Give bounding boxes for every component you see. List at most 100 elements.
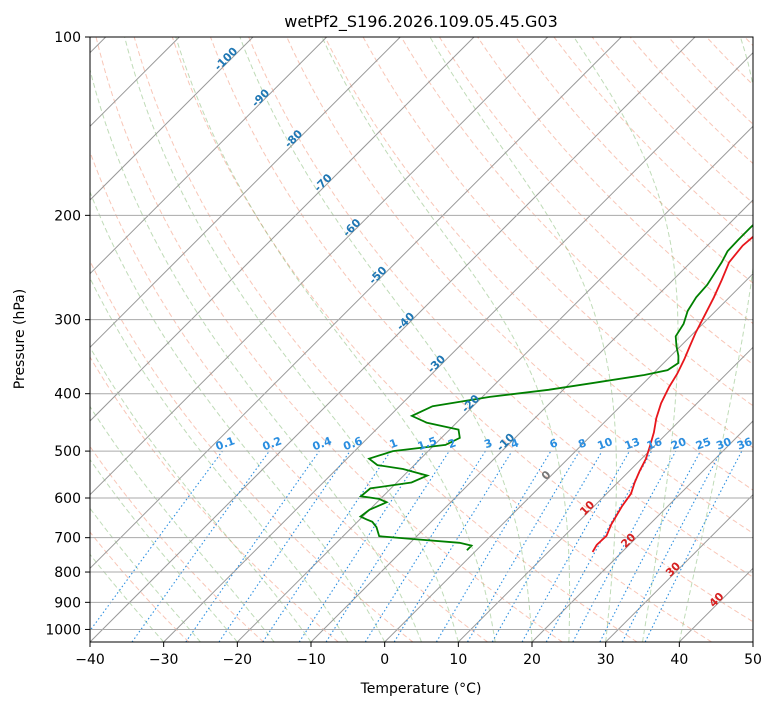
x-tick-label: 40 [670,652,688,668]
chart-title: wetPf2_S196.2026.109.05.45.G03 [284,12,558,32]
isotherm-line [90,37,622,570]
y-tick-label: 900 [54,595,81,611]
mixing-ratio-line [90,450,223,632]
mixing-ratio-label: 0.6 [342,434,365,453]
x-axis: −40 −30 −20 −10 0 10 20 30 40 50 [75,642,762,668]
mixing-ratio-line [218,450,351,642]
y-tick-label: 800 [54,565,81,581]
moist-adiabat-line [90,67,422,642]
mixing-ratio-label: 10 [596,435,615,453]
y-tick-label: 500 [54,444,81,460]
mixing-ratio-label: 13 [623,435,642,452]
y-tick-label: 400 [54,387,81,403]
dry-adiabat-line [210,37,753,623]
x-tick-label: −40 [75,652,105,668]
x-tick-label: 30 [597,652,615,668]
dry-adiabat-line [90,445,264,642]
mixing-ratio-labels: 0.1 0.2 0.4 0.6 1 1.5 2 3 4 6 8 10 13 16 20 25 30 36 [214,434,754,453]
mixing-ratio-label: 1.5 [416,434,439,453]
dry-adiabat-line [438,37,753,366]
dewpoint-profile-line [358,223,753,551]
pressure-grid [90,37,753,630]
y-tick-label: 700 [54,531,81,547]
mixing-ratio-line [393,450,513,642]
isotherm-line [90,37,696,642]
mixing-ratio-label: 30 [714,435,733,453]
dry-adiabat-line [95,37,563,642]
x-tick-label: 10 [449,652,467,668]
dry-adiabat-line [248,37,753,578]
plot-frame [89,36,754,643]
y-tick-label: 100 [54,30,81,46]
mixing-ratio-label: 3 [482,436,494,451]
y-axis: 1000 900 800 700 600 500 400 300 200 100 [45,30,90,638]
mixing-ratio-label: 20 [669,435,688,453]
moist-adiabat-line [90,405,275,642]
x-tick-label: −30 [149,652,179,668]
profile-lines [358,223,753,553]
dry-adiabat-line [90,150,488,642]
isotherm-line [457,346,753,642]
y-tick-label: 600 [54,491,81,507]
dry-adiabat-line [90,531,190,642]
isotherm-line [90,37,328,275]
mixing-ratio-line [325,450,450,642]
x-tick-label: −20 [223,652,253,668]
isotherm-line [236,125,753,642]
temperature-profile-line [591,235,753,553]
x-tick-label: −10 [296,652,326,668]
mixing-ratio-line [298,450,425,642]
mixing-ratio-line [644,450,743,642]
isotherm-line [163,51,753,642]
moist-adiabat-line [90,277,349,642]
dry-adiabat-line [90,356,339,642]
y-tick-label: 200 [54,208,81,224]
moist-adiabat-line [90,507,201,642]
mixing-ratio-line [521,450,630,642]
moist-adiabat-line [239,37,533,642]
mixing-ratio-label: 6 [548,436,560,451]
mixing-ratio-label: 16 [645,435,664,453]
mixing-ratio-label: 4 [509,436,521,451]
mixing-ratio-line [262,450,392,642]
x-axis-label: Temperature (°C) [360,681,482,697]
isotherm-line [90,37,549,496]
moist-adiabat-line [678,37,753,642]
mixing-ratio-line [545,450,653,642]
isotherm-line [90,37,475,422]
y-tick-label: 300 [54,313,81,329]
moist-adiabat-line [175,37,496,642]
isotherm-line [531,420,753,642]
dry-adiabat-line [133,37,638,642]
isotherm-line [90,37,254,201]
mixing-ratio-label: 8 [576,436,588,451]
mixing-ratio-label: 25 [694,435,713,452]
moist-adiabat-line [321,37,571,642]
moist-adiabat-line [90,458,238,642]
dry-adiabat-line [515,37,753,284]
moist-adiabat-line [90,190,386,642]
mixing-ratio-label: 0.1 [214,434,237,453]
dry-adiabat-line [400,37,753,407]
x-tick-label: 0 [380,652,389,668]
mixing-ratio-label: 36 [735,435,754,453]
moist-adiabat-line [573,37,679,642]
isotherm-line [384,272,753,642]
mixing-ratio-line [185,450,320,642]
mixing-ratio-label: 0.4 [311,434,334,453]
x-tick-label: 50 [744,652,762,668]
mixing-ratio-line [572,450,677,642]
moist-adiabat-line [90,553,165,642]
y-axis-label: Pressure (hPa) [12,289,28,389]
isotherm-line [605,493,753,642]
moist-adiabat-line [429,37,617,642]
dry-adiabat-line [324,37,753,491]
y-tick-label: 1000 [45,622,81,638]
mixing-ratio-label: 1 [388,436,400,451]
isotherm-line [310,199,753,642]
plot-background [90,37,753,642]
mixing-ratio-label: 0.2 [261,434,284,453]
x-tick-label: 20 [523,652,541,668]
mixing-ratio-label: 2 [446,436,458,451]
